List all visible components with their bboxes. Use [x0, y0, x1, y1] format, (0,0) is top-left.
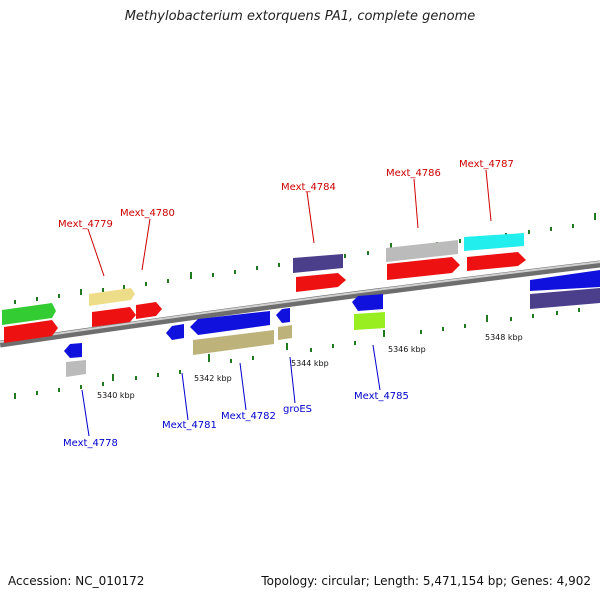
gene-label: Mext_4778 — [63, 438, 118, 449]
bottom-tick-row — [14, 308, 580, 399]
genome-backbone-highlight — [0, 261, 600, 343]
map-title: Methylobacterium extorquens PA1, complet… — [124, 9, 476, 24]
gene-label: Mext_4782 — [221, 411, 276, 422]
gene-blue — [530, 270, 600, 291]
gene-lime — [354, 312, 385, 330]
gene-red — [467, 252, 526, 271]
scale-label: 5340 kbp — [97, 391, 135, 400]
genome-backbone — [0, 260, 600, 348]
top-gene-labels: Mext_4779 Mext_4780 Mext_4784 Mext_4786 … — [58, 159, 514, 230]
gene-label: Mext_4779 — [58, 219, 113, 230]
gene-label: Mext_4784 — [281, 182, 336, 193]
gene-slate — [530, 288, 600, 309]
gene-label: groES — [283, 404, 312, 415]
gene-green — [2, 303, 56, 325]
scale-label: 5346 kbp — [388, 345, 426, 354]
gene-khaki — [89, 288, 135, 306]
scale-label: 5344 kbp — [291, 359, 329, 368]
gene-cyan — [464, 233, 524, 251]
accession-text: Accession: NC_010172 — [8, 574, 145, 588]
gene-blue — [166, 324, 184, 340]
gene-label: Mext_4781 — [162, 420, 217, 431]
scale-label: 5348 kbp — [485, 333, 523, 342]
gene-red — [92, 307, 136, 327]
gene-slate — [293, 254, 343, 273]
gene-red — [296, 273, 346, 292]
scale-label: 5342 kbp — [194, 374, 232, 383]
gene-olive — [278, 325, 292, 340]
gene-red — [4, 320, 58, 343]
gene-blue — [276, 308, 290, 323]
gene-olive — [193, 330, 274, 355]
top-leader-lines — [87, 169, 492, 277]
gene-blue — [64, 343, 82, 358]
gene-blue — [190, 311, 270, 335]
reverse-strand-genes — [64, 294, 385, 377]
gene-label: Mext_4786 — [386, 168, 441, 179]
gene-red — [387, 257, 460, 280]
bottom-leader-lines — [81, 344, 381, 437]
genome-summary-text: Topology: circular; Length: 5,471,154 bp… — [261, 574, 591, 588]
gene-gray — [386, 240, 458, 262]
gene-label: Mext_4787 — [459, 159, 514, 170]
gene-blue — [352, 294, 383, 311]
gene-label: Mext_4780 — [120, 208, 175, 219]
bottom-gene-labels: Mext_4778 Mext_4781 Mext_4782 groES Mext… — [63, 391, 409, 449]
gene-red — [136, 302, 162, 319]
gene-label: Mext_4785 — [354, 391, 409, 402]
scale-labels: 5340 kbp 5342 kbp 5344 kbp 5346 kbp 5348… — [97, 333, 523, 400]
gene-gray — [66, 360, 86, 377]
forward-strand-genes — [2, 233, 600, 343]
